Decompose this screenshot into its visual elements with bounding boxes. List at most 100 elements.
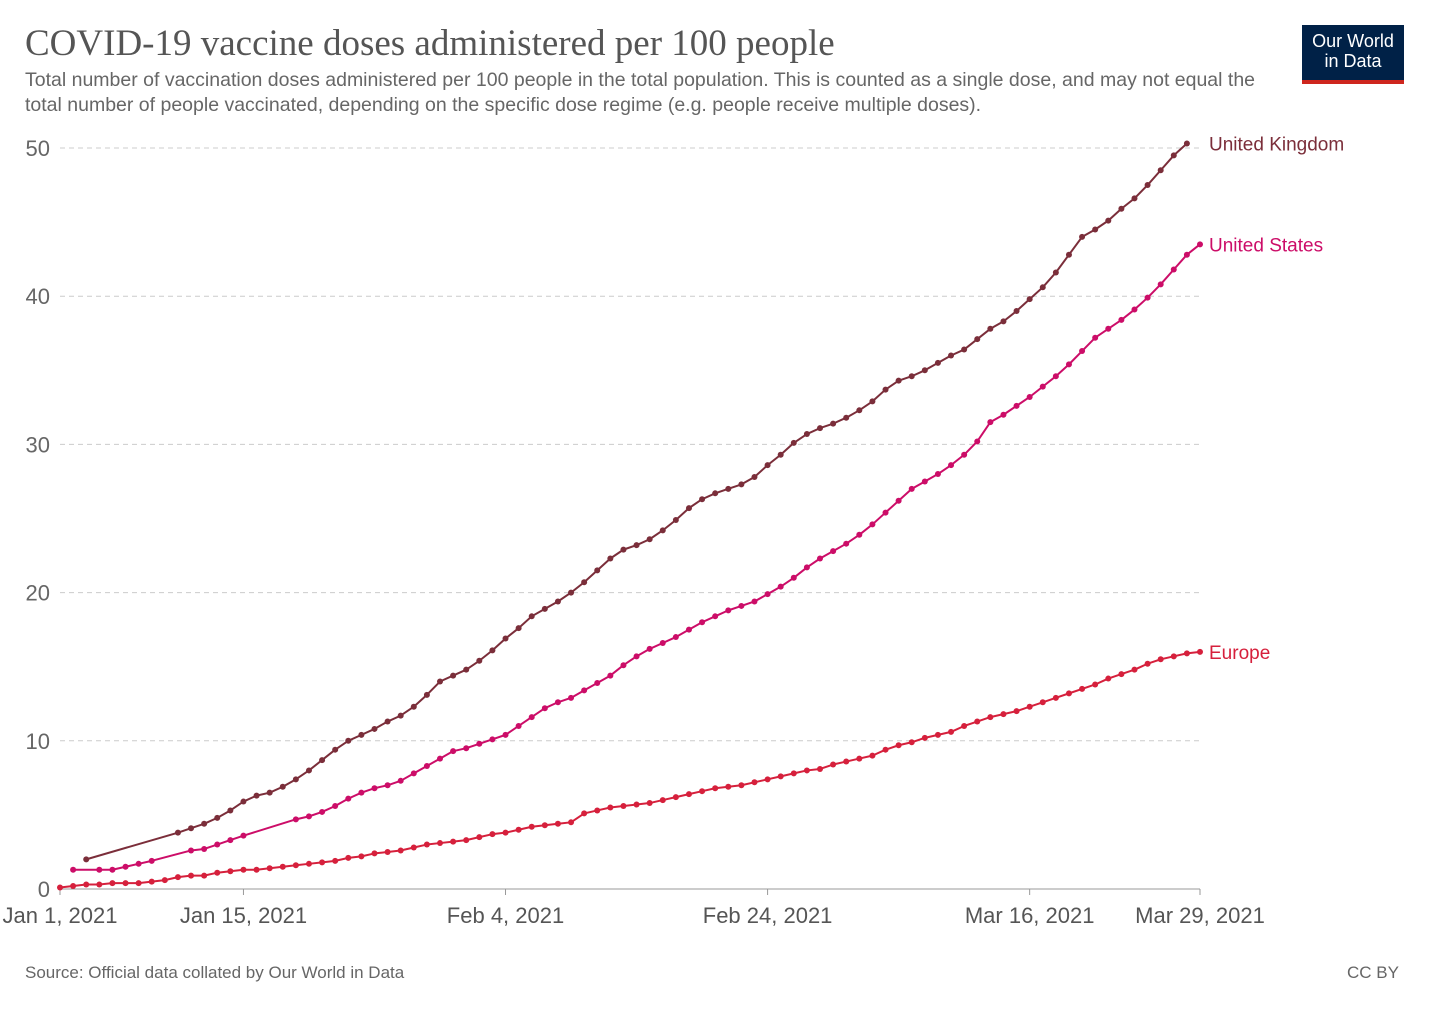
- data-point: [345, 795, 352, 802]
- data-point: [96, 866, 103, 873]
- data-point: [266, 789, 273, 796]
- data-point: [869, 521, 876, 528]
- data-point: [463, 745, 470, 752]
- data-point: [214, 841, 221, 848]
- data-point: [620, 803, 627, 810]
- data-point: [921, 734, 928, 741]
- data-point: [725, 485, 732, 492]
- data-point: [345, 737, 352, 744]
- data-point: [188, 872, 195, 879]
- data-point: [1013, 402, 1020, 409]
- data-point: [423, 841, 430, 848]
- data-point: [908, 485, 915, 492]
- data-point: [122, 880, 129, 887]
- data-point: [1131, 306, 1138, 313]
- data-point: [502, 731, 509, 738]
- data-point: [319, 859, 326, 866]
- data-point: [961, 451, 968, 458]
- data-point: [817, 555, 823, 562]
- data-point: [1052, 694, 1059, 701]
- data-point: [581, 687, 588, 694]
- series-line: [59, 650, 1201, 889]
- data-point: [712, 613, 719, 620]
- data-point: [568, 589, 575, 596]
- data-point: [188, 847, 195, 854]
- data-point: [1013, 308, 1020, 315]
- data-point: [1170, 266, 1177, 273]
- data-point: [1000, 318, 1007, 325]
- data-point: [554, 598, 561, 605]
- y-tick-label: 20: [26, 581, 50, 606]
- data-point: [1039, 699, 1046, 706]
- data-point: [725, 607, 732, 614]
- data-point: [83, 881, 90, 888]
- y-tick-label: 10: [26, 729, 50, 754]
- data-point: [214, 869, 221, 876]
- data-point: [699, 788, 706, 795]
- data-point: [109, 880, 116, 887]
- data-point: [83, 856, 90, 863]
- data-point: [1052, 373, 1059, 380]
- data-point: [633, 801, 640, 808]
- data-point: [1118, 205, 1125, 212]
- data-point: [607, 555, 614, 562]
- data-point: [685, 626, 692, 633]
- data-point: [803, 767, 810, 774]
- data-point: [502, 635, 509, 642]
- data-point: [174, 829, 181, 836]
- data-point: [358, 731, 365, 738]
- data-point: [528, 714, 535, 721]
- data-point: [699, 496, 706, 503]
- data-point: [227, 868, 234, 875]
- data-point: [1105, 217, 1112, 224]
- data-point: [410, 703, 417, 710]
- data-point: [1000, 411, 1007, 418]
- data-point: [1170, 152, 1177, 159]
- data-point: [764, 591, 771, 598]
- data-point: [528, 613, 535, 620]
- data-point: [541, 822, 548, 829]
- data-point: [1118, 316, 1125, 323]
- data-point: [882, 746, 889, 753]
- data-point: [934, 471, 941, 478]
- data-point: [214, 814, 221, 821]
- data-point: [135, 860, 142, 867]
- data-point: [279, 863, 286, 870]
- data-point: [148, 878, 155, 885]
- data-point: [1144, 294, 1151, 301]
- data-point: [738, 602, 745, 609]
- data-point: [712, 785, 719, 792]
- data-point: [450, 672, 457, 679]
- data-point: [437, 840, 443, 847]
- data-point: [856, 531, 863, 538]
- data-point: [1157, 167, 1164, 174]
- data-point: [292, 816, 299, 823]
- data-point: [581, 810, 588, 817]
- data-point: [201, 872, 208, 879]
- data-point: [292, 776, 299, 783]
- data-point: [594, 567, 601, 574]
- license-link[interactable]: CC BY: [1347, 963, 1399, 982]
- data-point: [489, 647, 496, 654]
- data-point: [594, 807, 601, 814]
- data-point: [384, 782, 391, 789]
- data-point: [528, 823, 535, 830]
- data-point: [659, 797, 666, 804]
- data-point: [358, 789, 365, 796]
- data-point: [1039, 284, 1046, 291]
- data-point: [646, 645, 653, 652]
- data-point: [568, 694, 575, 701]
- data-point: [1131, 195, 1138, 202]
- data-point: [712, 490, 719, 497]
- y-tick-label: 0: [38, 877, 50, 902]
- data-point: [1026, 296, 1033, 303]
- data-point: [987, 714, 994, 721]
- data-point: [423, 762, 430, 769]
- data-point: [961, 346, 968, 353]
- data-point: [96, 881, 103, 888]
- data-point: [332, 746, 339, 753]
- owid-logo[interactable]: Our World in Data: [1302, 25, 1404, 84]
- data-point: [240, 798, 247, 805]
- x-tick-label: Jan 15, 2021: [180, 903, 307, 928]
- data-point: [1183, 251, 1190, 258]
